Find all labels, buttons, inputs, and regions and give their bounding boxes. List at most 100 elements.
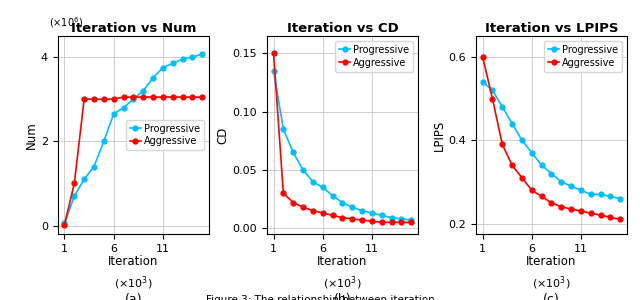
Progressive — [198, 52, 206, 56]
Progressive — [140, 89, 147, 93]
Text: (b): (b) — [333, 292, 351, 300]
Progressive — [597, 193, 605, 196]
Line: Progressive: Progressive — [271, 68, 413, 223]
Title: Iteration vs Num: Iteration vs Num — [70, 22, 196, 35]
Aggressive — [189, 95, 196, 99]
Progressive — [528, 151, 536, 154]
Aggressive — [80, 98, 88, 101]
Title: Iteration vs LPIPS: Iteration vs LPIPS — [484, 22, 618, 35]
Progressive — [329, 194, 337, 197]
Aggressive — [319, 211, 326, 215]
Aggressive — [280, 191, 287, 195]
Y-axis label: Num: Num — [25, 121, 38, 149]
Aggressive — [548, 201, 556, 205]
Progressive — [607, 195, 614, 198]
Progressive — [348, 206, 356, 209]
Line: Aggressive: Aggressive — [480, 54, 623, 222]
Progressive — [169, 61, 177, 65]
Title: Iteration vs CD: Iteration vs CD — [287, 22, 398, 35]
Progressive — [300, 168, 307, 172]
Aggressive — [538, 195, 545, 198]
Aggressive — [339, 216, 346, 220]
Aggressive — [120, 95, 127, 99]
Legend: Progressive, Aggressive: Progressive, Aggressive — [335, 41, 413, 72]
Legend: Progressive, Aggressive: Progressive, Aggressive — [125, 120, 204, 150]
Progressive — [100, 140, 108, 143]
Progressive — [309, 180, 317, 183]
Aggressive — [408, 220, 415, 224]
Aggressive — [587, 212, 595, 215]
Aggressive — [528, 188, 536, 192]
Aggressive — [70, 182, 78, 185]
X-axis label: Iteration: Iteration — [526, 255, 577, 268]
Aggressive — [607, 215, 614, 219]
Progressive — [179, 57, 186, 61]
Progressive — [129, 98, 137, 101]
Aggressive — [378, 220, 385, 224]
Text: $(\times10^3)$: $(\times10^3)$ — [114, 274, 153, 292]
Progressive — [587, 193, 595, 196]
Aggressive — [479, 55, 486, 58]
Aggressive — [488, 97, 496, 100]
Text: $(\times10^6)$: $(\times10^6)$ — [49, 16, 83, 30]
Aggressive — [518, 176, 526, 179]
Progressive — [488, 88, 496, 92]
Progressive — [557, 180, 565, 184]
Text: $(\times10^3)$: $(\times10^3)$ — [532, 274, 571, 292]
Line: Aggressive: Aggressive — [271, 51, 413, 225]
X-axis label: Iteration: Iteration — [317, 255, 367, 268]
Aggressive — [597, 213, 605, 217]
Y-axis label: CD: CD — [216, 126, 230, 144]
Progressive — [319, 186, 326, 189]
Aggressive — [100, 98, 108, 101]
Progressive — [289, 151, 297, 154]
Progressive — [567, 184, 575, 188]
Progressive — [577, 188, 585, 192]
Text: (c): (c) — [543, 292, 560, 300]
Progressive — [280, 128, 287, 131]
Aggressive — [61, 223, 68, 226]
Aggressive — [300, 206, 307, 209]
Aggressive — [198, 95, 206, 99]
Aggressive — [149, 95, 157, 99]
Progressive — [499, 105, 506, 109]
Line: Progressive: Progressive — [480, 80, 623, 201]
Progressive — [378, 214, 385, 217]
Aggressive — [169, 95, 177, 99]
Aggressive — [129, 95, 137, 99]
Legend: Progressive, Aggressive: Progressive, Aggressive — [544, 41, 622, 72]
Progressive — [508, 122, 516, 125]
Progressive — [408, 218, 415, 222]
Progressive — [368, 211, 376, 215]
Aggressive — [329, 214, 337, 217]
Aggressive — [616, 218, 624, 221]
Aggressive — [567, 207, 575, 211]
Line: Progressive: Progressive — [62, 52, 205, 226]
Aggressive — [269, 52, 277, 55]
Progressive — [339, 201, 346, 204]
Progressive — [61, 222, 68, 225]
Aggressive — [348, 217, 356, 221]
Progressive — [479, 80, 486, 84]
Progressive — [159, 66, 166, 69]
Aggressive — [309, 209, 317, 212]
Text: (a): (a) — [125, 292, 142, 300]
Aggressive — [557, 205, 565, 209]
Progressive — [616, 197, 624, 200]
Progressive — [548, 172, 556, 175]
Aggressive — [508, 164, 516, 167]
Progressive — [120, 106, 127, 110]
Progressive — [397, 217, 405, 221]
Aggressive — [577, 209, 585, 213]
Aggressive — [358, 218, 366, 222]
Aggressive — [90, 98, 98, 101]
Progressive — [269, 69, 277, 73]
Line: Aggressive: Aggressive — [62, 95, 205, 227]
Progressive — [358, 209, 366, 212]
Aggressive — [289, 201, 297, 204]
Aggressive — [140, 95, 147, 99]
Progressive — [90, 165, 98, 168]
Text: Figure 3: The relationship between iteration: Figure 3: The relationship between itera… — [205, 295, 435, 300]
Aggressive — [110, 98, 118, 101]
Progressive — [538, 164, 545, 167]
